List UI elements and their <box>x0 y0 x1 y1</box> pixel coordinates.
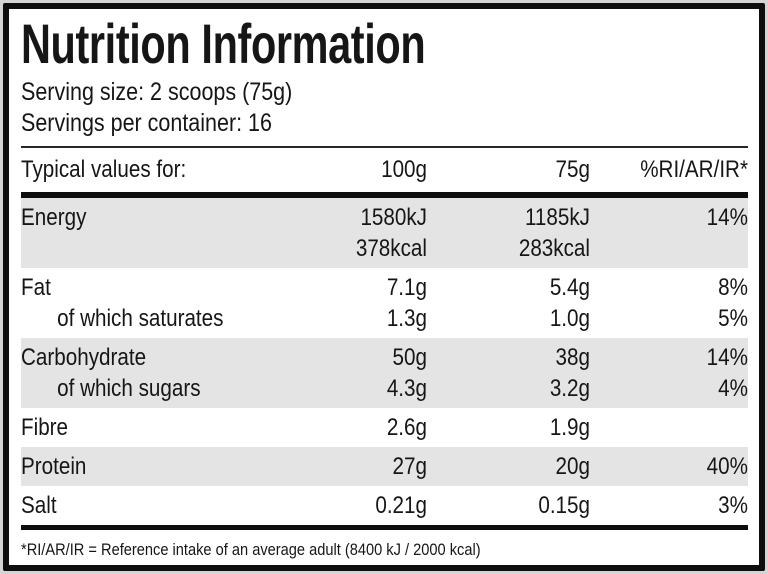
divider-thick-top <box>21 192 748 198</box>
nutrient-name: Fibre <box>21 414 69 441</box>
value-per-100g: 4.3g <box>386 375 427 402</box>
value-per-75g: 0.15g <box>538 492 590 519</box>
row-line: 378kcal 283kcal <box>21 233 748 264</box>
page-title: Nutrition Information <box>21 12 426 75</box>
header-per-100g: 100g <box>381 156 427 183</box>
value-per-100g: 27g <box>392 453 427 480</box>
value-per-100g: 0.21g <box>375 492 427 519</box>
row-line: Salt 0.21g 0.15g 3% <box>21 490 748 521</box>
value-per-75g: 3.2g <box>549 375 590 402</box>
servings-per-container-text: Servings per container: 16 <box>21 109 272 137</box>
value-ri: 4% <box>718 375 748 402</box>
value-per-75g: 20g <box>555 453 590 480</box>
value-per-100g: 1.3g <box>386 305 427 332</box>
row-line: Fat 7.1g 5.4g 8% <box>21 272 748 303</box>
value-per-100g: 378kcal <box>355 235 427 262</box>
table-row-fibre: Fibre 2.6g 1.9g <box>21 408 748 447</box>
table-header-row: Typical values for: 100g 75g %RI/AR/IR* <box>21 148 748 192</box>
nutrient-name: Protein <box>21 453 87 480</box>
value-per-100g: 2.6g <box>386 414 427 441</box>
value-per-75g: 1185kJ <box>524 204 590 231</box>
row-line: Carbohydrate 50g 38g 14% <box>21 342 748 373</box>
nutrient-name: Salt <box>21 492 57 519</box>
row-line: Fibre 2.6g 1.9g <box>21 412 748 443</box>
value-per-100g: 50g <box>392 344 427 371</box>
value-per-75g: 1.9g <box>549 414 590 441</box>
value-per-75g: 1.0g <box>549 305 590 332</box>
value-per-100g: 7.1g <box>386 274 427 301</box>
header-typical-values: Typical values for: <box>21 156 187 183</box>
table-row-protein: Protein 27g 20g 40% <box>21 447 748 486</box>
value-per-75g: 283kcal <box>518 235 590 262</box>
value-ri: 8% <box>718 274 748 301</box>
nutrient-name: Fat <box>21 274 51 301</box>
value-per-100g: 1580kJ <box>360 204 427 231</box>
value-ri: 14% <box>706 344 748 371</box>
value-ri: 5% <box>718 305 748 332</box>
nutrient-name: Energy <box>21 204 87 231</box>
footnote: *RI/AR/IR = Reference intake of an avera… <box>21 540 481 559</box>
row-line: of which saturates 1.3g 1.0g 5% <box>21 303 748 334</box>
row-line: of which sugars 4.3g 3.2g 4% <box>21 373 748 404</box>
table-row-carbohydrate: Carbohydrate 50g 38g 14% of which sugars… <box>21 338 748 408</box>
row-line: Protein 27g 20g 40% <box>21 451 748 482</box>
header-per-75g: 75g <box>555 156 590 183</box>
value-ri: 40% <box>706 453 748 480</box>
nutrient-name: Carbohydrate <box>21 344 147 371</box>
serving-size-text: Serving size: 2 scoops (75g) <box>21 78 293 106</box>
value-per-75g: 5.4g <box>549 274 590 301</box>
nutrient-subname: of which saturates <box>57 305 224 332</box>
divider-thin <box>21 146 748 148</box>
divider-thick-bottom <box>21 525 748 530</box>
value-ri: 14% <box>706 204 748 231</box>
table-row-energy: Energy 1580kJ 1185kJ 14% 378kcal 283kcal <box>21 198 748 268</box>
table-row-fat: Fat 7.1g 5.4g 8% of which saturates 1.3g… <box>21 268 748 338</box>
nutrition-label: Nutrition Information Serving size: 2 sc… <box>3 3 765 571</box>
value-ri: 3% <box>718 492 748 519</box>
header-ri-ar-ir: %RI/AR/IR* <box>640 156 748 183</box>
nutrient-subname: of which sugars <box>57 375 201 402</box>
row-line: Energy 1580kJ 1185kJ 14% <box>21 202 748 233</box>
table-row-salt: Salt 0.21g 0.15g 3% <box>21 486 748 525</box>
value-per-75g: 38g <box>555 344 590 371</box>
